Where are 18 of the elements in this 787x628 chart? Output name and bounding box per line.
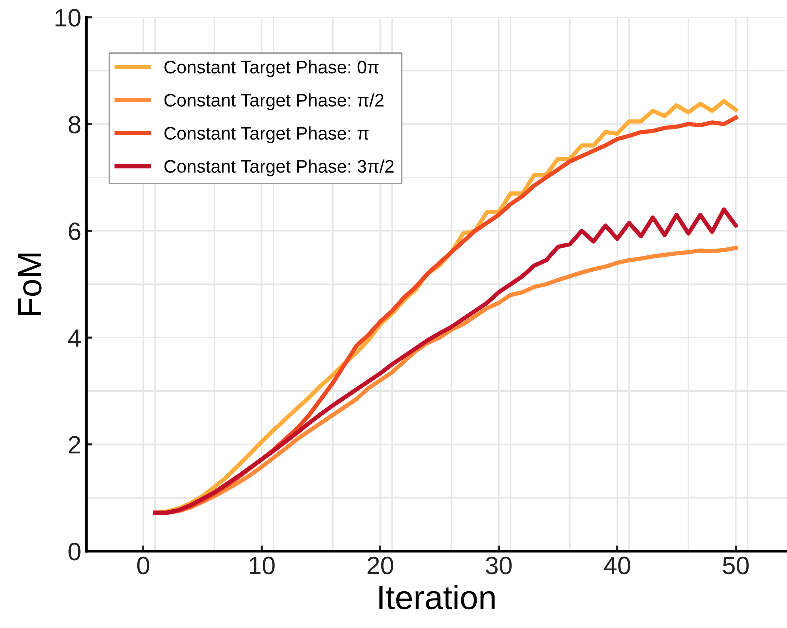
y-tick-label: 4 bbox=[68, 330, 81, 347]
legend-label: Constant Target Phase: π/2 bbox=[164, 94, 384, 110]
x-tick-label: 10 bbox=[250, 556, 275, 575]
y-axis-title: FoM bbox=[18, 254, 42, 316]
legend-label: Constant Target Phase: π bbox=[164, 126, 369, 144]
x-axis-title: Iteration bbox=[380, 585, 495, 610]
y-tick-label: 10 bbox=[56, 9, 81, 27]
legend-label: Constant Target Phase: 0π bbox=[164, 60, 379, 78]
y-tick-label: 0 bbox=[68, 542, 81, 561]
x-tick-label: 20 bbox=[368, 556, 394, 575]
y-tick-label: 2 bbox=[69, 436, 80, 454]
x-tick-label: 40 bbox=[604, 556, 630, 575]
x-tick-label: 50 bbox=[723, 556, 749, 575]
y-tick-label: 6 bbox=[69, 222, 81, 240]
x-tick-label: 0 bbox=[137, 556, 150, 575]
x-tick-label: 30 bbox=[486, 556, 512, 575]
legend-label: Constant Target Phase: 3π/2 bbox=[164, 160, 394, 177]
y-tick-label: 8 bbox=[68, 116, 81, 134]
